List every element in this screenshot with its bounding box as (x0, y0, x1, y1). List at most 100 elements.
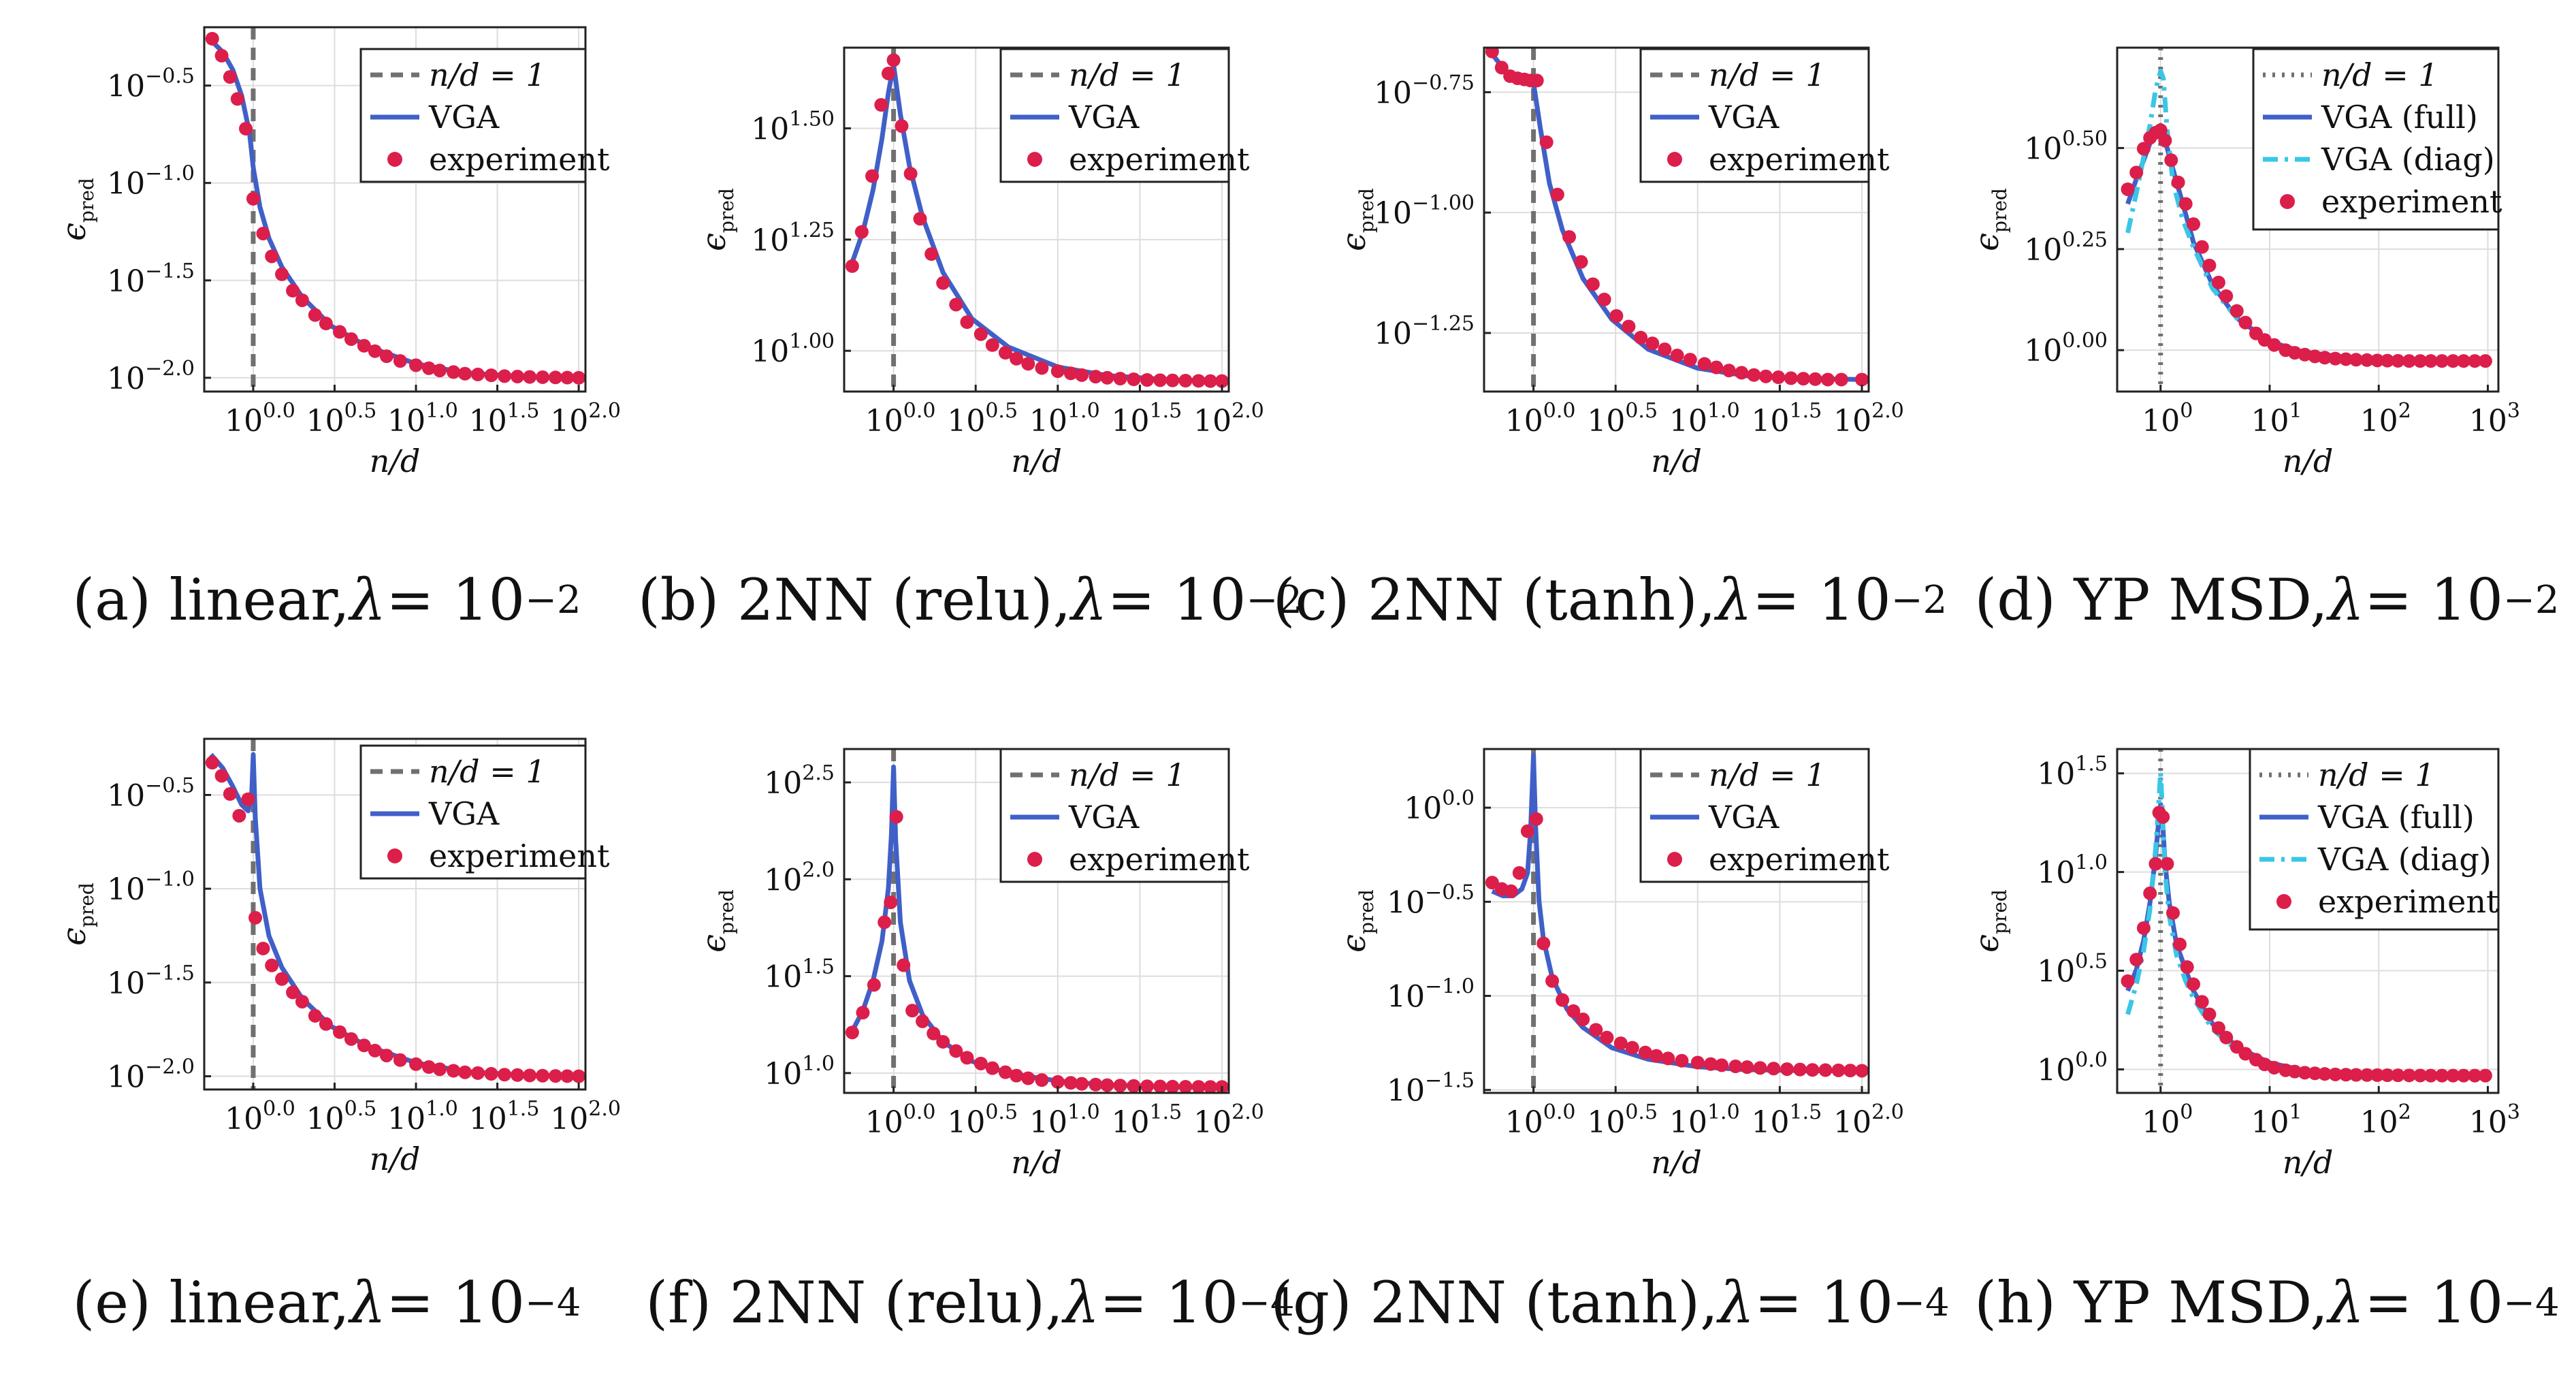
data-point (458, 1065, 472, 1079)
legend-label: n/d = 1 (1709, 57, 1826, 93)
data-point (1127, 372, 1141, 387)
caption-lambda: λ (2328, 1269, 2365, 1336)
data-point (265, 249, 279, 264)
x-tick-label: 102.0 (550, 399, 621, 439)
data-point (924, 247, 939, 261)
caption-exp: −2 (525, 577, 581, 622)
data-point (927, 1026, 941, 1040)
x-axis-label: n/d (2283, 1144, 2334, 1181)
caption-lambda: λ (349, 1269, 386, 1336)
data-point (886, 53, 901, 67)
caption-lambda: λ (1718, 1269, 1755, 1336)
data-point (1089, 370, 1103, 384)
legend: n/d = 1 VGA experiment (359, 744, 610, 880)
data-point (903, 167, 918, 181)
data-point (1793, 1062, 1807, 1077)
data-point (2129, 165, 2144, 180)
caption-label: (c) 2NN (tanh), (1272, 567, 1716, 633)
data-point (905, 1004, 920, 1018)
data-point (1758, 369, 1773, 383)
data-point (1843, 1064, 1857, 1078)
data-point (895, 119, 909, 133)
data-point (1178, 1079, 1193, 1093)
data-point (432, 1062, 447, 1077)
data-point (357, 338, 371, 353)
data-point (1089, 1077, 1103, 1092)
data-point (1545, 974, 1560, 988)
data-point (2158, 133, 2172, 148)
data-point (548, 1069, 562, 1083)
plot-frame (203, 737, 587, 1091)
data-point (2339, 1068, 2353, 1082)
legend-label: n/d = 1 (2318, 757, 2435, 793)
caption-lambda: λ (1716, 567, 1752, 633)
y-tick-label: 101.5 (2037, 752, 2108, 792)
x-tick-label: 102.0 (1833, 1100, 1904, 1140)
panel-d: 100 101 102 103 100.50 100.25 100.00 n/d ϵpred n/… (1968, 46, 2520, 479)
data-point (2187, 217, 2200, 232)
data-point (2328, 1067, 2342, 1081)
data-point (1784, 371, 1798, 385)
data-point (2424, 354, 2438, 368)
legend-label: experiment (1069, 141, 1250, 178)
data-point (897, 958, 911, 972)
data-point (1113, 1079, 1127, 1093)
y-tick-label: 10−1.5 (107, 259, 195, 299)
legend-label: n/d = 1 (1709, 757, 1826, 793)
y-tick-label: 10−0.75 (1374, 71, 1475, 110)
legend-label: VGA (diag) (2317, 841, 2492, 878)
data-point (1834, 372, 1848, 387)
data-point (2391, 1068, 2405, 1083)
plot-area (2121, 749, 2492, 1093)
legend: n/d = 1 VGA experiment (359, 48, 610, 183)
data-point (2413, 1068, 2428, 1083)
data-point (1063, 366, 1078, 381)
legend-label: n/d = 1 (2321, 57, 2438, 93)
data-point (2164, 153, 2178, 168)
caption-exp: −4 (2503, 1280, 2560, 1325)
data-point (1512, 865, 1526, 880)
x-tick-label: 101 (2251, 399, 2302, 439)
data-point (2478, 1068, 2492, 1083)
plot-area (205, 27, 585, 392)
y-tick-label: 101.0 (2037, 851, 2108, 891)
legend-label: experiment (429, 141, 610, 178)
legend-label: VGA (full) (2317, 799, 2475, 836)
data-point (1797, 372, 1811, 386)
data-point (1529, 812, 1543, 826)
y-axis-label: ϵpred (695, 188, 738, 251)
data-point (2238, 1047, 2253, 1061)
data-point (572, 370, 585, 385)
data-point (960, 315, 974, 330)
data-point (275, 267, 289, 281)
data-point (985, 338, 999, 352)
y-tick-label: 10−1.0 (107, 868, 195, 907)
data-point (2160, 857, 2174, 871)
caption-eq: = 10 (1752, 567, 1891, 633)
data-point (1576, 1013, 1590, 1027)
x-tick-label: 100.5 (1587, 1100, 1658, 1140)
caption-label: (e) linear, (72, 1269, 350, 1336)
data-point (256, 226, 270, 240)
data-point (1649, 1049, 1664, 1063)
caption-eq: = 10 (2364, 1269, 2504, 1336)
data-point (1178, 373, 1193, 387)
legend: n/d = 1 VGA experiment (1639, 48, 1890, 183)
x-tick-label: 100.0 (1505, 399, 1576, 439)
caption-a: (a) linear, λ = 10 −2 (41, 562, 613, 637)
data-point (1600, 1030, 1614, 1045)
data-point (985, 1061, 999, 1075)
y-tick-label: 10−1.0 (107, 162, 195, 202)
plot-frame (203, 26, 587, 393)
data-point (333, 325, 347, 339)
panel-f: 100.0 100.5 101.0 101.5 102.0 102.5 102.0 101.5… (695, 748, 1264, 1181)
data-point (856, 1006, 870, 1020)
x-tick-label: 101.5 (1112, 399, 1182, 439)
caption-exp: −2 (2502, 577, 2560, 622)
data-point (865, 169, 880, 183)
panel-h: 100 101 102 103 101.5 101.0 100.5 100.0 n/d ϵpred… (1968, 748, 2520, 1181)
data-point (2178, 197, 2193, 211)
data-point (1063, 1076, 1078, 1090)
data-point (1625, 1040, 1639, 1055)
data-point (1153, 1079, 1168, 1093)
